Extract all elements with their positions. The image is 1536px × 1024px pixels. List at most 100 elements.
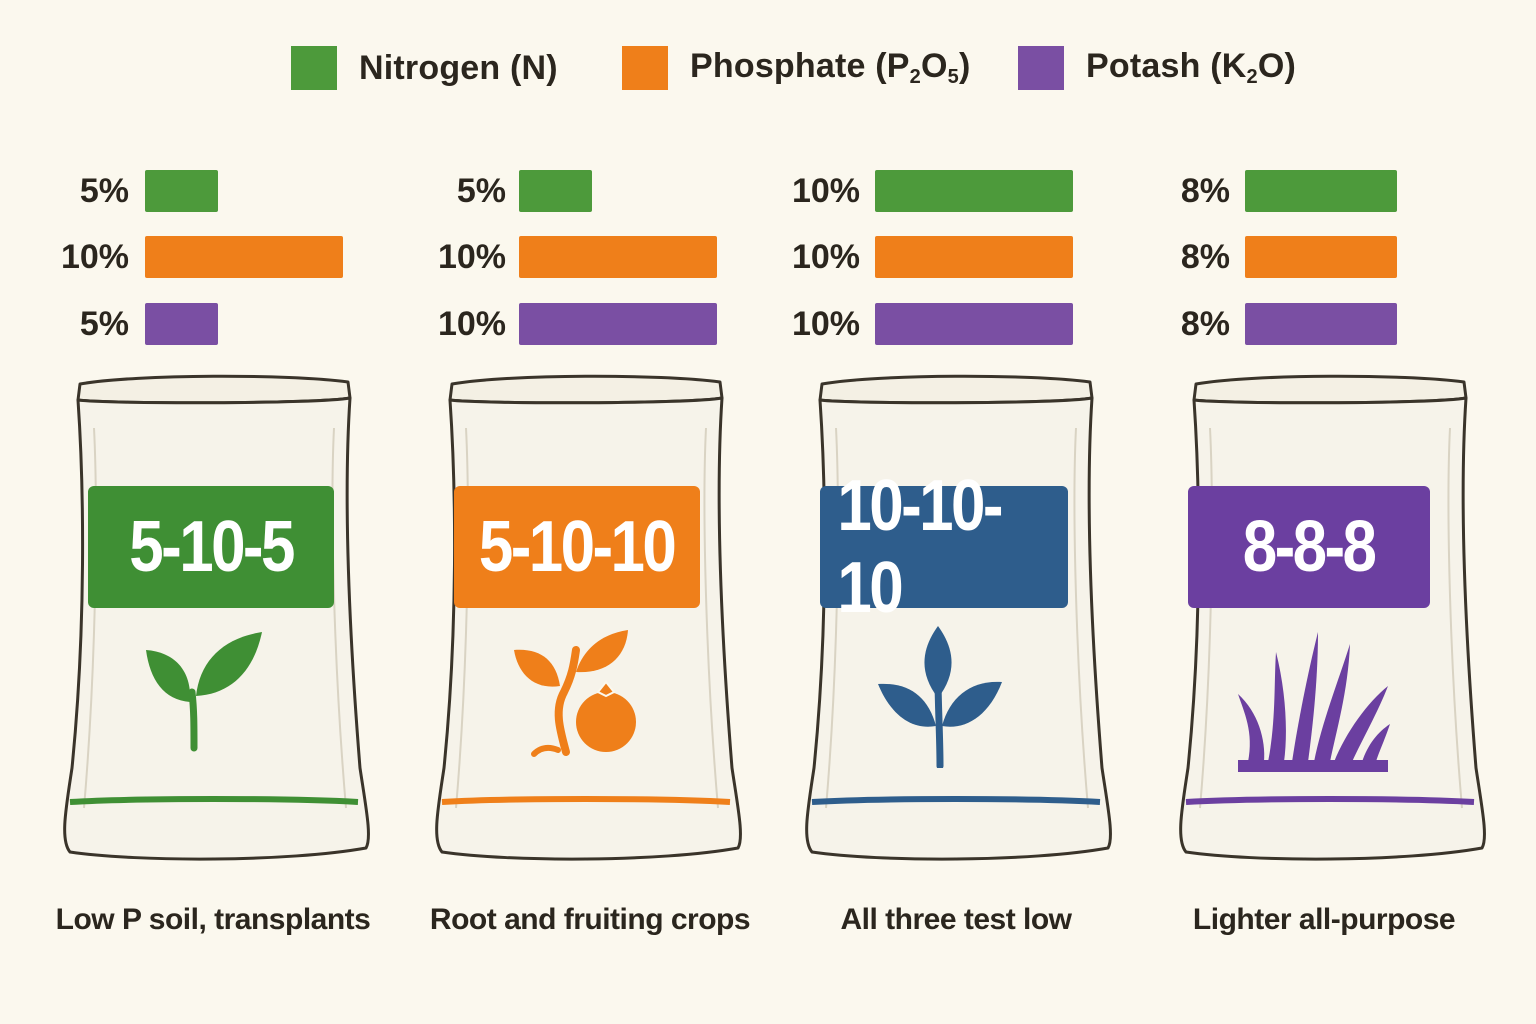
bar-row-potash: 10% xyxy=(790,303,1160,345)
bag-top-seam xyxy=(1192,374,1468,405)
bar-value-label: 5% xyxy=(79,172,129,210)
seedling-leaf-left xyxy=(146,650,191,702)
plant-leaf-top xyxy=(924,626,952,698)
bag-fold xyxy=(703,427,719,809)
grass-base xyxy=(1238,760,1388,772)
bar-row-potash: 5% xyxy=(48,303,418,345)
bar-value-label: 8% xyxy=(1180,238,1230,276)
bar-nitrogen xyxy=(1245,170,1397,212)
plant-icon-graphic xyxy=(878,626,1002,770)
bar-row-potash: 8% xyxy=(1164,303,1534,345)
plant-leaf-left xyxy=(878,683,936,727)
fertilizer-group-5-10-5: 5% 10% 5% 5-10-5 Low P soil, transplants xyxy=(48,160,418,960)
bar-value-label: 10% xyxy=(791,172,860,210)
bar-value-label: 10% xyxy=(60,238,129,276)
bar-phosphate xyxy=(1245,236,1397,278)
bag-ratio-text: 5-10-5 xyxy=(129,507,295,587)
bag-top-seam xyxy=(76,374,352,405)
fertilizer-bag xyxy=(48,368,418,868)
bar-potash xyxy=(145,303,218,345)
fruit-root xyxy=(531,744,561,757)
bag-body xyxy=(435,396,742,861)
bar-value-label: 10% xyxy=(437,305,506,343)
legend-label-phosphate: Phosphate (P2O5) xyxy=(690,47,971,88)
bag-illustration xyxy=(63,374,370,861)
bar-row-nitrogen: 5% xyxy=(420,170,790,212)
bar-row-potash: 10% xyxy=(420,303,790,345)
fruit-calyx xyxy=(596,680,616,698)
grass-blade-3 xyxy=(1292,632,1318,762)
fruiting-plant-icon xyxy=(514,630,640,775)
bar-nitrogen xyxy=(519,170,592,212)
bar-row-phosphate: 8% xyxy=(1164,236,1534,278)
bag-illustration xyxy=(1179,374,1486,861)
use-caption: Root and fruiting crops xyxy=(429,903,751,936)
bar-row-nitrogen: 5% xyxy=(48,170,418,212)
bar-row-phosphate: 10% xyxy=(790,236,1160,278)
grass-icon xyxy=(1238,632,1394,781)
bag-fold xyxy=(331,427,347,809)
bar-nitrogen xyxy=(145,170,218,212)
bag-ratio-label: 5-10-5 xyxy=(88,486,334,608)
plant-leaf-right xyxy=(942,681,1002,727)
fertilizer-group-5-10-10: 5% 10% 10% 5-10-10 Root and fruiting crops xyxy=(420,160,790,960)
seedling-icon xyxy=(144,630,268,765)
bag-ratio-label: 5-10-10 xyxy=(454,486,700,608)
bar-phosphate xyxy=(875,236,1073,278)
grass-icon-graphic xyxy=(1238,632,1390,772)
bag-ratio-text: 10-10-10 xyxy=(837,466,1003,628)
bag-ratio-text: 8-8-8 xyxy=(1243,507,1377,587)
legend-label-potash: Potash (K2O) xyxy=(1086,47,1296,88)
plant-icon xyxy=(878,626,1004,773)
seedling-icon-graphic xyxy=(146,632,262,752)
bar-value-label: 10% xyxy=(791,238,860,276)
legend: Nitrogen (N) Phosphate (P2O5) Potash (K2… xyxy=(0,44,1536,92)
use-caption: All three test low xyxy=(840,903,1072,936)
bag-fold xyxy=(1447,427,1463,809)
bar-value-label: 8% xyxy=(1180,305,1230,343)
bar-potash xyxy=(519,303,717,345)
bag-stripe xyxy=(811,796,1101,805)
fruit-stem xyxy=(554,646,580,756)
legend-item-nitrogen: Nitrogen (N) xyxy=(291,44,558,92)
bag-body xyxy=(63,396,370,861)
fertilizer-group-8-8-8: 8% 8% 8% 8-8-8 Lighter all-purpose xyxy=(1164,160,1534,960)
legend-swatch-potash xyxy=(1018,46,1064,90)
bag-illustration xyxy=(435,374,742,861)
fruiting-plant-icon-graphic xyxy=(514,630,636,757)
bar-row-nitrogen: 10% xyxy=(790,170,1160,212)
bar-value-label: 8% xyxy=(1180,172,1230,210)
bag-stripe xyxy=(441,796,731,805)
fruit-tomato xyxy=(576,692,636,752)
fruit-leaf-left xyxy=(514,649,560,687)
bar-value-label: 5% xyxy=(79,305,129,343)
bag-stripe xyxy=(1185,796,1475,805)
bar-value-label: 10% xyxy=(791,305,860,343)
fertilizer-bag xyxy=(420,368,790,868)
bar-phosphate xyxy=(145,236,343,278)
use-caption: Lighter all-purpose xyxy=(1192,903,1456,936)
bar-value-label: 10% xyxy=(437,238,506,276)
bag-fold xyxy=(1073,427,1089,809)
bar-nitrogen xyxy=(875,170,1073,212)
grass-blade-1 xyxy=(1238,694,1265,762)
bag-body xyxy=(1179,396,1486,861)
bag-ratio-label: 10-10-10 xyxy=(820,466,1068,628)
grass-blade-5 xyxy=(1334,686,1388,762)
grass-blade-2 xyxy=(1268,652,1286,762)
use-caption: Low P soil, transplants xyxy=(55,903,371,936)
legend-label-nitrogen: Nitrogen (N) xyxy=(359,48,558,87)
bar-phosphate xyxy=(519,236,717,278)
bag-ratio-text: 5-10-10 xyxy=(479,507,677,587)
legend-swatch-phosphate xyxy=(622,46,668,90)
bar-potash xyxy=(875,303,1073,345)
fruit-leaf-right xyxy=(576,630,628,673)
legend-swatch-nitrogen xyxy=(291,46,337,90)
bar-row-phosphate: 10% xyxy=(420,236,790,278)
bag-stripe xyxy=(69,796,359,805)
bar-value-label: 5% xyxy=(456,172,506,210)
legend-item-potash: Potash (K2O) xyxy=(1018,44,1296,92)
seedling-leaf-right xyxy=(196,632,262,696)
bag-top-seam xyxy=(818,374,1094,405)
legend-item-phosphate: Phosphate (P2O5) xyxy=(622,44,971,92)
